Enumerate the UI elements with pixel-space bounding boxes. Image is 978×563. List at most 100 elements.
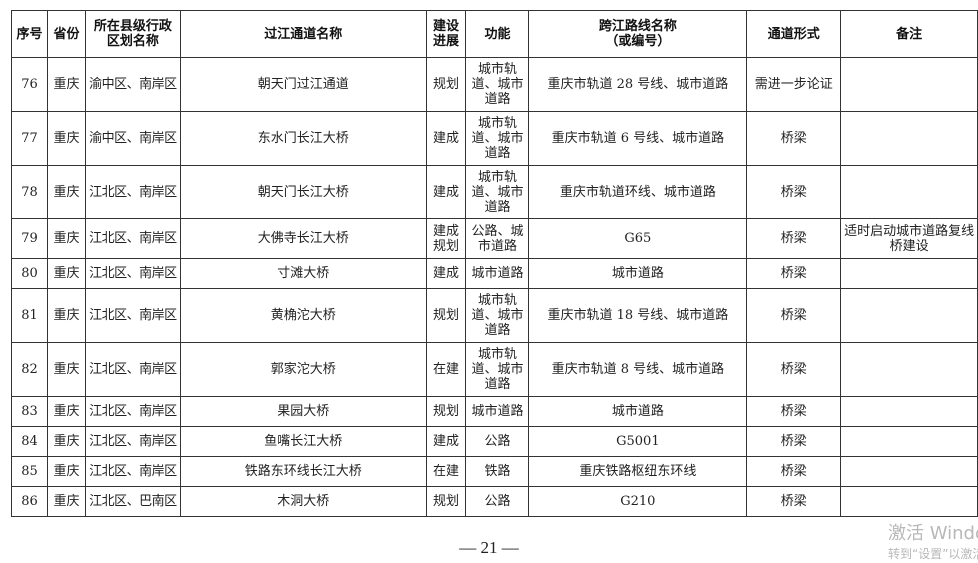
cell-function: 公路: [465, 486, 530, 517]
cell-function: 城市轨道、城市道路: [465, 57, 530, 112]
cell-progress: 规划: [425, 288, 467, 343]
cell-name: 木洞大桥: [179, 486, 427, 517]
cell-note: [840, 288, 978, 343]
cell-province: 重庆: [46, 486, 86, 517]
table-row: 79 重庆 江北区、南岸区 大佛寺长江大桥 建成规划 公路、城市道路 G65 桥梁 适时启动城市…: [11, 218, 978, 259]
cell-no: 77: [11, 111, 48, 166]
cell-function: 城市道路: [465, 396, 530, 427]
cell-region: 江北区、南岸区: [84, 258, 181, 289]
cell-route: G65: [528, 218, 748, 259]
cell-note: 适时启动城市道路复线桥建设: [840, 218, 978, 259]
cell-name: 东水门长江大桥: [179, 111, 427, 166]
cell-note: [840, 396, 978, 427]
cell-name: 朝天门长江大桥: [179, 165, 427, 219]
cell-province: 重庆: [46, 342, 86, 397]
cell-form: 桥梁: [746, 456, 842, 487]
cell-region: 江北区、南岸区: [84, 342, 181, 397]
cell-progress: 建成: [425, 258, 467, 289]
header-note: 备注: [840, 10, 978, 58]
cell-province: 重庆: [46, 288, 86, 343]
cell-no: 86: [11, 486, 48, 517]
cell-progress: 建成规划: [425, 218, 467, 259]
cell-note: [840, 426, 978, 457]
cell-province: 重庆: [46, 57, 86, 112]
cell-region: 江北区、巴南区: [84, 486, 181, 517]
cell-progress: 规划: [425, 486, 467, 517]
cell-form: 桥梁: [746, 218, 842, 259]
cell-route: 重庆市轨道环线、城市道路: [528, 165, 748, 219]
activation-watermark-hint: 转到“设置”以激活 Windows。: [888, 547, 978, 561]
header-form: 通道形式: [746, 10, 842, 58]
cell-function: 城市轨道、城市道路: [465, 165, 530, 219]
cell-note: [840, 486, 978, 517]
cell-region: 江北区、南岸区: [84, 165, 181, 219]
cell-function: 公路、城市道路: [465, 218, 530, 259]
activation-watermark-title: 激活 Windows: [888, 523, 978, 544]
cell-province: 重庆: [46, 218, 86, 259]
header-province: 省份: [46, 10, 86, 58]
cell-no: 83: [11, 396, 48, 427]
cell-function: 公路: [465, 426, 530, 457]
page-number: — 21 —: [459, 538, 519, 557]
cell-progress: 建成: [425, 111, 467, 166]
cell-region: 江北区、南岸区: [84, 456, 181, 487]
table-row: 77 重庆 渝中区、南岸区 东水门长江大桥 建成 城市轨道、城市道路 重庆市轨道 6 号线、…: [11, 111, 978, 166]
cell-form: 需进一步论证: [746, 57, 842, 112]
cell-note: [840, 165, 978, 219]
cell-function: 城市轨道、城市道路: [465, 288, 530, 343]
table-row: 78 重庆 江北区、南岸区 朝天门长江大桥 建成 城市轨道、城市道路 重庆市轨道环线、城市道…: [11, 165, 978, 219]
table-row: 83 重庆 江北区、南岸区 果园大桥 规划 城市道路 城市道路 桥梁: [11, 396, 978, 427]
cell-note: [840, 258, 978, 289]
cell-form: 桥梁: [746, 396, 842, 427]
cell-name: 果园大桥: [179, 396, 427, 427]
table-row: 81 重庆 江北区、南岸区 黄桷沱大桥 规划 城市轨道、城市道路 重庆市轨道 18 号线、城…: [11, 288, 978, 343]
cell-note: [840, 111, 978, 166]
cell-route: 重庆市轨道 8 号线、城市道路: [528, 342, 748, 397]
table-row: 82 重庆 江北区、南岸区 郭家沱大桥 在建 城市轨道、城市道路 重庆市轨道 8 号线、城市…: [11, 342, 978, 397]
cell-name: 寸滩大桥: [179, 258, 427, 289]
header-route: 跨江路线名称（或编号）: [528, 10, 748, 58]
cell-function: 城市道路: [465, 258, 530, 289]
cell-note: [840, 456, 978, 487]
cell-route: 重庆铁路枢纽东环线: [528, 456, 748, 487]
cell-form: 桥梁: [746, 426, 842, 457]
cell-no: 78: [11, 165, 48, 219]
header-row: 序号 省份 所在县级行政区划名称 过江通道名称 建设进展 功能 跨江路线名称（或…: [11, 10, 978, 58]
header-progress: 建设进展: [425, 10, 467, 58]
table-body: 76 重庆 渝中区、南岸区 朝天门过江通道 规划 城市轨道、城市道路 重庆市轨道 28 号线…: [11, 57, 978, 517]
cell-no: 80: [11, 258, 48, 289]
cell-progress: 建成: [425, 165, 467, 219]
cell-route: G210: [528, 486, 748, 517]
cell-form: 桥梁: [746, 165, 842, 219]
cell-region: 江北区、南岸区: [84, 218, 181, 259]
cell-route: 城市道路: [528, 258, 748, 289]
cell-form: 桥梁: [746, 486, 842, 517]
cell-no: 81: [11, 288, 48, 343]
cell-form: 桥梁: [746, 288, 842, 343]
cell-name: 黄桷沱大桥: [179, 288, 427, 343]
cell-function: 城市轨道、城市道路: [465, 111, 530, 166]
cell-province: 重庆: [46, 426, 86, 457]
cell-route: G5001: [528, 426, 748, 457]
cell-note: [840, 57, 978, 112]
header-no: 序号: [11, 10, 48, 58]
table-row: 76 重庆 渝中区、南岸区 朝天门过江通道 规划 城市轨道、城市道路 重庆市轨道 28 号线…: [11, 57, 978, 112]
cell-form: 桥梁: [746, 111, 842, 166]
cell-route: 重庆市轨道 18 号线、城市道路: [528, 288, 748, 343]
cell-progress: 规划: [425, 57, 467, 112]
table-row: 84 重庆 江北区、南岸区 鱼嘴长江大桥 建成 公路 G5001 桥梁: [11, 426, 978, 457]
table-row: 85 重庆 江北区、南岸区 铁路东环线长江大桥 在建 铁路 重庆铁路枢纽东环线 桥梁: [11, 456, 978, 487]
cell-province: 重庆: [46, 258, 86, 289]
cell-no: 82: [11, 342, 48, 397]
cell-region: 江北区、南岸区: [84, 288, 181, 343]
cell-form: 桥梁: [746, 342, 842, 397]
header-name: 过江通道名称: [179, 10, 427, 58]
cell-route: 城市道路: [528, 396, 748, 427]
cell-no: 84: [11, 426, 48, 457]
cell-progress: 建成: [425, 426, 467, 457]
cell-progress: 在建: [425, 342, 467, 397]
cell-route: 重庆市轨道 28 号线、城市道路: [528, 57, 748, 112]
cell-name: 大佛寺长江大桥: [179, 218, 427, 259]
cell-name: 铁路东环线长江大桥: [179, 456, 427, 487]
table-row: 80 重庆 江北区、南岸区 寸滩大桥 建成 城市道路 城市道路 桥梁: [11, 258, 978, 289]
